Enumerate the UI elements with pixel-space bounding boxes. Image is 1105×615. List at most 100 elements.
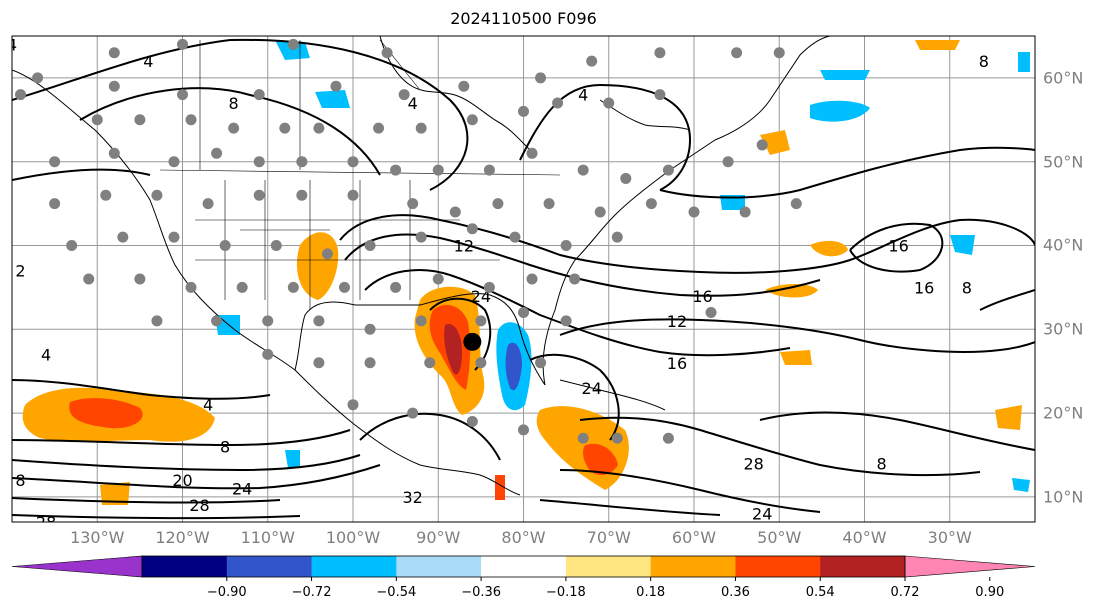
station-marker (236, 281, 248, 293)
latitude-label: 30°N (1043, 319, 1084, 339)
station-marker (321, 248, 333, 260)
colorbar-tick-label: 0.36 (720, 585, 750, 600)
station-marker (108, 147, 120, 159)
longitude-label: 110°W (240, 528, 295, 547)
contour-label: 4 (203, 396, 213, 415)
station-marker (483, 164, 495, 176)
station-marker (168, 231, 180, 243)
station-marker (620, 172, 632, 184)
shade-neg-3 (820, 70, 870, 80)
longitude-label: 90°W (416, 528, 461, 547)
station-marker (219, 239, 231, 251)
longitude-label: 130°W (70, 528, 125, 547)
station-marker (560, 239, 572, 251)
station-marker (313, 315, 325, 327)
station-marker (151, 315, 163, 327)
longitude-label: 50°W (757, 528, 802, 547)
station-marker (594, 206, 606, 218)
contour-label: 28 (743, 454, 763, 473)
shade-pos-labrador (760, 130, 790, 155)
latitude-label: 10°N (1043, 487, 1084, 507)
contour-label: 16 (667, 354, 687, 373)
colorbar-segment (481, 556, 567, 577)
colorbar-tick-label: −0.36 (461, 585, 502, 600)
colorbar-tick-label: −0.18 (545, 585, 586, 600)
station-marker (364, 239, 376, 251)
shade-neg-8 (720, 195, 745, 210)
shade-neg-1 (275, 40, 310, 60)
station-marker (543, 198, 555, 210)
station-marker (552, 97, 564, 109)
station-marker (466, 114, 478, 126)
station-marker (688, 206, 700, 218)
station-marker (586, 55, 598, 67)
station-marker (262, 348, 274, 360)
contour-label: 4 (578, 86, 588, 105)
station-marker (296, 156, 308, 168)
shade-pos-atlantic-3 (780, 350, 812, 365)
station-marker (415, 122, 427, 134)
station-marker (535, 357, 547, 369)
map-title: 2024110500 F096 (450, 9, 597, 28)
station-marker (603, 97, 615, 109)
contour-label: 12 (667, 312, 687, 331)
contour-label: 8 (876, 454, 886, 473)
station-marker (15, 89, 27, 101)
station-marker (611, 432, 623, 444)
contour-label: 16 (692, 287, 712, 306)
station-marker (287, 38, 299, 50)
station-marker (347, 189, 359, 201)
positive-anomaly-shading (22, 40, 1022, 505)
latitude-label: 50°N (1043, 152, 1084, 172)
station-marker (407, 407, 419, 419)
station-marker (466, 415, 478, 427)
contour-label: 4 (41, 345, 51, 364)
station-marker (100, 189, 112, 201)
station-marker (731, 47, 743, 59)
station-marker (330, 80, 342, 92)
station-marker (185, 114, 197, 126)
colorbar-tick-label: 0.54 (805, 585, 835, 600)
contour-label: 16 (914, 278, 934, 297)
station-marker (526, 147, 538, 159)
contour-label: 12 (454, 236, 474, 255)
station-marker (526, 273, 538, 285)
colorbar-tick-label: −0.72 (291, 585, 332, 600)
station-marker (415, 231, 427, 243)
shade-pos-caribbean-core (583, 443, 618, 476)
shade-neg-se-us-core (505, 342, 522, 391)
longitude-label: 80°W (501, 528, 546, 547)
contour-label: 8 (979, 52, 989, 71)
negative-anomaly-shading (215, 40, 1030, 492)
colorbar-segment (820, 556, 906, 577)
shade-neg-2 (315, 90, 350, 108)
station-marker (645, 198, 657, 210)
colorbar-segment (735, 556, 821, 577)
shade-neg-5 (950, 235, 975, 255)
longitude-label: 60°W (671, 528, 717, 547)
station-marker (228, 122, 240, 134)
shade-pos-atlantic-4 (995, 405, 1022, 430)
station-marker (390, 281, 402, 293)
station-marker (662, 164, 674, 176)
station-marker (722, 156, 734, 168)
latitude-label: 20°N (1043, 403, 1084, 423)
contour-label: 8 (15, 471, 25, 490)
colorbar-segment (226, 556, 313, 577)
shade-pos-gulf-inner (444, 324, 462, 375)
station-marker (262, 315, 274, 327)
station-marker (168, 156, 180, 168)
station-marker (662, 432, 674, 444)
colorbar (11, 555, 1036, 581)
contour-label: 28 (36, 513, 56, 532)
station-marker (518, 105, 529, 117)
station-marker (83, 273, 95, 285)
longitude-label: 40°W (842, 528, 887, 547)
contour-label: 24 (582, 379, 602, 398)
colorbar-tick-label: 0.72 (890, 585, 920, 600)
shade-pos-baja (495, 475, 505, 500)
shade-neg-4 (810, 100, 870, 122)
station-marker (449, 206, 461, 218)
colorbar-segment (311, 556, 397, 577)
station-marker (407, 198, 419, 210)
